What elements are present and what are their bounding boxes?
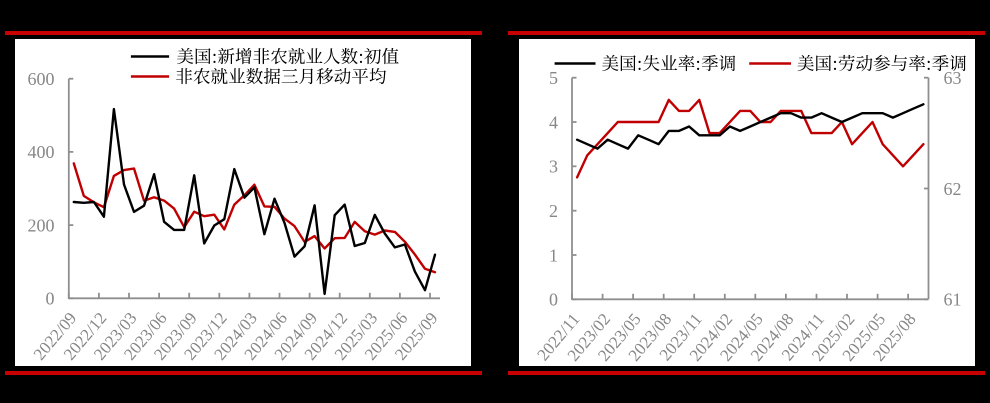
svg-text:600: 600 — [28, 69, 55, 89]
svg-text:63: 63 — [943, 68, 961, 88]
svg-text:5: 5 — [549, 68, 558, 88]
svg-text:0: 0 — [46, 289, 55, 309]
svg-text:4: 4 — [549, 112, 558, 132]
svg-text:3: 3 — [549, 157, 558, 177]
svg-text:1: 1 — [549, 245, 558, 265]
svg-text:2: 2 — [549, 201, 558, 221]
svg-text:0: 0 — [549, 290, 558, 310]
svg-text:200: 200 — [28, 215, 55, 235]
svg-text:62: 62 — [943, 179, 961, 199]
svg-text:400: 400 — [28, 142, 55, 162]
svg-text:61: 61 — [943, 290, 961, 310]
